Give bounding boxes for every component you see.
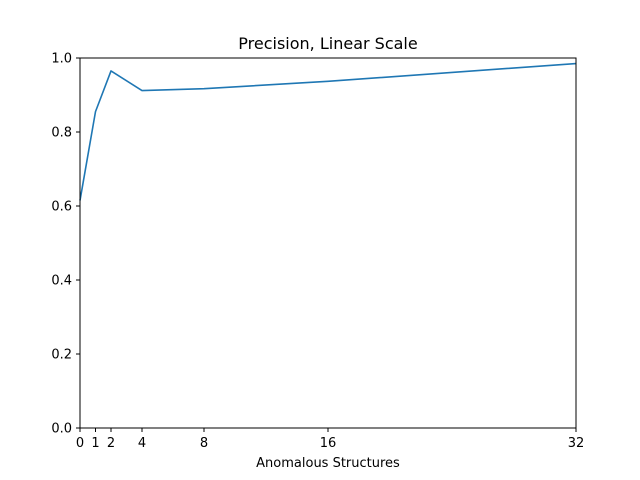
y-tick-label: 0.4 <box>51 274 72 289</box>
x-axis: 0 1 2 4 8 16 32 <box>76 428 584 451</box>
y-tick-label: 0.2 <box>51 348 72 363</box>
y-tick-label: 0.8 <box>51 126 72 141</box>
y-axis: 0.0 0.2 0.4 0.6 0.8 1.0 <box>51 52 80 437</box>
y-tick-label: 0.0 <box>51 422 72 437</box>
x-tick-label: 0 <box>76 436 84 451</box>
y-tick-label: 1.0 <box>51 52 72 67</box>
x-tick-label: 16 <box>320 436 337 451</box>
x-axis-label: Anomalous Structures <box>256 456 400 471</box>
plot-area <box>79 62 577 201</box>
plot-frame <box>79 57 577 429</box>
x-tick-label: 2 <box>107 436 115 451</box>
series-line <box>79 62 577 201</box>
y-tick-label: 0.6 <box>51 200 72 215</box>
x-tick-label: 8 <box>200 436 208 451</box>
x-tick-label: 32 <box>568 436 585 451</box>
x-tick-label: 4 <box>138 436 146 451</box>
x-tick-label: 1 <box>91 436 99 451</box>
chart-title: Precision, Linear Scale <box>238 34 417 53</box>
